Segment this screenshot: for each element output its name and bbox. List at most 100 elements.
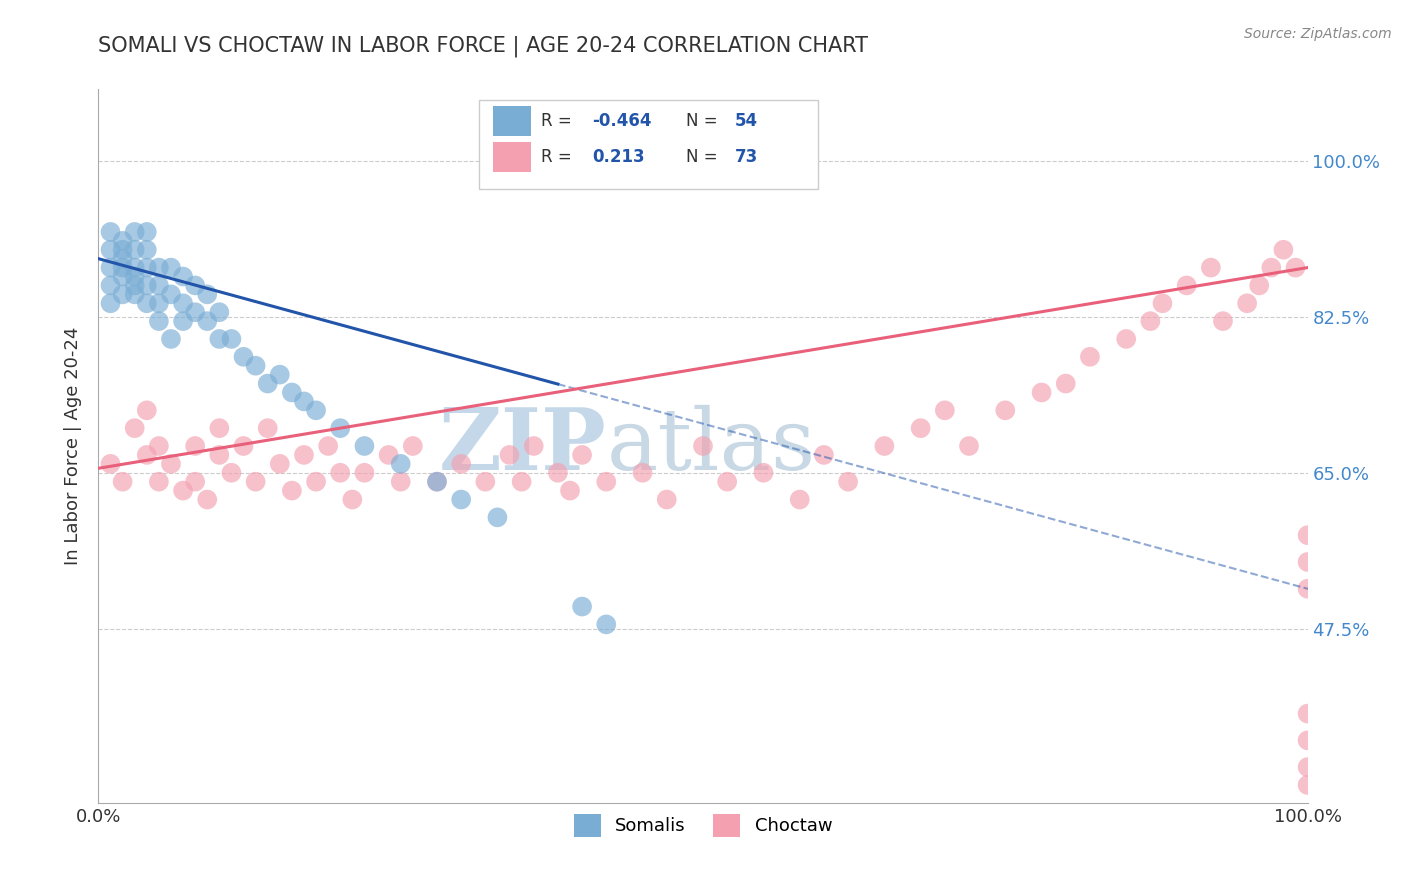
Point	[1296, 760, 1319, 774]
Point	[389, 475, 412, 489]
Point	[160, 287, 183, 301]
Text: ZIP: ZIP	[439, 404, 606, 488]
Text: atlas: atlas	[606, 404, 815, 488]
Point	[510, 475, 533, 489]
Point	[111, 260, 134, 275]
Point	[221, 466, 243, 480]
Text: 54: 54	[734, 112, 758, 130]
Point	[195, 314, 218, 328]
Point	[292, 448, 315, 462]
Point	[148, 439, 170, 453]
FancyBboxPatch shape	[492, 106, 531, 136]
Text: R =: R =	[541, 112, 576, 130]
Point	[305, 475, 328, 489]
Point	[124, 260, 146, 275]
Point	[100, 225, 122, 239]
FancyBboxPatch shape	[492, 142, 531, 172]
Point	[221, 332, 243, 346]
Point	[1199, 260, 1222, 275]
Point	[813, 448, 835, 462]
Point	[100, 243, 122, 257]
Point	[208, 305, 231, 319]
Point	[100, 296, 122, 310]
Point	[135, 225, 157, 239]
Point	[269, 457, 291, 471]
Text: SOMALI VS CHOCTAW IN LABOR FORCE | AGE 20-24 CORRELATION CHART: SOMALI VS CHOCTAW IN LABOR FORCE | AGE 2…	[98, 36, 869, 57]
Point	[752, 466, 775, 480]
Point	[148, 260, 170, 275]
Point	[232, 350, 254, 364]
Point	[184, 305, 207, 319]
Point	[184, 278, 207, 293]
Point	[256, 421, 278, 435]
Point	[256, 376, 278, 391]
Point	[208, 448, 231, 462]
Point	[1272, 243, 1295, 257]
Point	[377, 448, 399, 462]
Point	[281, 385, 304, 400]
Point	[195, 287, 218, 301]
Point	[184, 439, 207, 453]
Text: N =: N =	[686, 112, 723, 130]
Point	[957, 439, 980, 453]
Point	[474, 475, 496, 489]
Point	[486, 510, 509, 524]
Y-axis label: In Labor Force | Age 20-24: In Labor Force | Age 20-24	[63, 326, 82, 566]
Point	[523, 439, 546, 453]
Point	[547, 466, 569, 480]
Point	[124, 269, 146, 284]
Point	[342, 492, 364, 507]
Legend: Somalis, Choctaw: Somalis, Choctaw	[567, 807, 839, 844]
Point	[124, 421, 146, 435]
Point	[571, 599, 593, 614]
Point	[595, 475, 617, 489]
Point	[111, 269, 134, 284]
Point	[1212, 314, 1234, 328]
Point	[692, 439, 714, 453]
Text: 0.213: 0.213	[592, 148, 644, 166]
Point	[1139, 314, 1161, 328]
Point	[1236, 296, 1258, 310]
FancyBboxPatch shape	[479, 100, 818, 189]
Point	[160, 332, 183, 346]
Point	[135, 278, 157, 293]
Point	[208, 332, 231, 346]
Point	[1260, 260, 1282, 275]
Point	[1296, 582, 1319, 596]
Point	[1296, 555, 1319, 569]
Text: -0.464: -0.464	[592, 112, 651, 130]
Point	[100, 278, 122, 293]
Point	[269, 368, 291, 382]
Point	[148, 278, 170, 293]
Point	[655, 492, 678, 507]
Point	[498, 448, 520, 462]
Point	[148, 314, 170, 328]
Point	[426, 475, 449, 489]
Point	[208, 421, 231, 435]
Point	[1296, 528, 1319, 542]
Point	[111, 243, 134, 257]
Point	[111, 252, 134, 266]
Point	[1249, 278, 1271, 293]
Point	[305, 403, 328, 417]
Point	[172, 483, 194, 498]
Point	[353, 466, 375, 480]
Point	[450, 457, 472, 471]
Point	[558, 483, 581, 498]
Point	[160, 457, 183, 471]
Point	[353, 439, 375, 453]
Text: Source: ZipAtlas.com: Source: ZipAtlas.com	[1244, 27, 1392, 41]
Point	[450, 492, 472, 507]
Point	[160, 260, 183, 275]
Point	[135, 260, 157, 275]
Point	[789, 492, 811, 507]
Point	[837, 475, 859, 489]
Point	[111, 287, 134, 301]
Point	[1296, 706, 1319, 721]
Point	[1078, 350, 1101, 364]
Point	[1296, 733, 1319, 747]
Point	[124, 278, 146, 293]
Point	[195, 492, 218, 507]
Point	[1175, 278, 1198, 293]
Point	[124, 243, 146, 257]
